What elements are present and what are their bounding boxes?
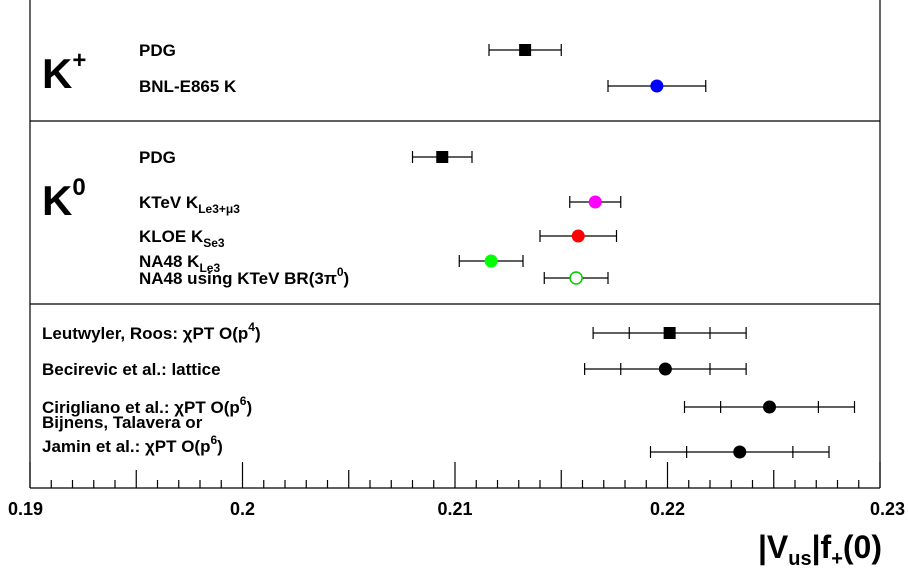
- point-label: KLOE KSe3: [139, 227, 225, 250]
- point-label: NA48 KLe3: [139, 252, 220, 275]
- x-axis-title: |Vus|f+(0): [758, 529, 882, 569]
- data-point: [663, 327, 676, 339]
- point-label: PDG: [139, 41, 176, 60]
- x-tick-label: 0.23: [870, 499, 905, 519]
- x-tick-label: 0.19: [8, 499, 43, 519]
- point-label: PDG: [139, 148, 176, 167]
- x-tick-label: 0.22: [650, 499, 685, 519]
- point-label: Cirigliano et al.: χPT O(p6): [42, 394, 252, 417]
- data-point: [733, 445, 747, 459]
- data-point: [519, 44, 532, 56]
- data-point: [650, 79, 664, 93]
- data-point: [484, 254, 498, 268]
- data-point: [763, 400, 776, 414]
- point-label: Bijnens, Talavera or: [42, 413, 203, 432]
- group-label: K0: [42, 174, 86, 224]
- x-tick-label: 0.21: [437, 499, 472, 519]
- x-tick-label: 0.2: [230, 499, 255, 519]
- data-point: [571, 229, 585, 243]
- data-point: [569, 271, 583, 285]
- point-label: NA48 using KTeV BR(3π0): [139, 265, 349, 288]
- point-label: KTeV KLe3+μ3: [139, 193, 240, 216]
- point-label: Leutwyler, Roos: χPT O(p4): [42, 320, 261, 343]
- data-point: [436, 151, 449, 163]
- point-label: BNL-E865 K: [139, 77, 237, 96]
- group-label: K+: [42, 47, 86, 97]
- data-point: [588, 195, 602, 209]
- point-label: Becirevic et al.: lattice: [42, 360, 221, 379]
- point-label: Jamin et al.: χPT O(p6): [42, 433, 223, 456]
- data-point: [658, 362, 672, 376]
